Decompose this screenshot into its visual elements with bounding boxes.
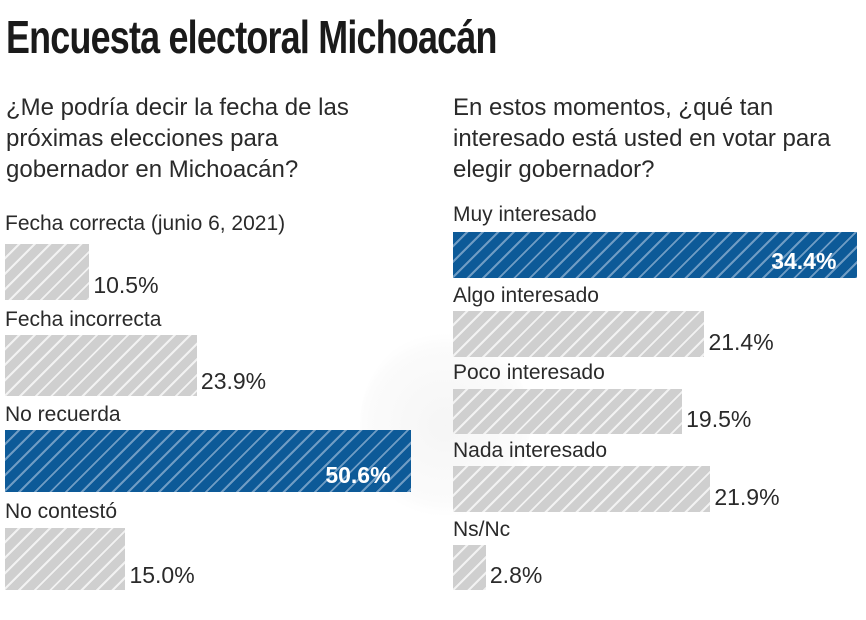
value-label: 2.8% bbox=[489, 562, 543, 588]
value-label: 21.4% bbox=[708, 329, 774, 355]
bar bbox=[453, 311, 705, 357]
left-question: ¿Me podría decir la fecha de las próxima… bbox=[6, 94, 349, 183]
category-label: Algo interesado bbox=[453, 284, 599, 307]
category-label: Fecha correcta (junio 6, 2021) bbox=[5, 212, 286, 235]
category-label: Ns/Nc bbox=[453, 518, 511, 541]
page-title: Encuesta electoral Michoacán bbox=[6, 11, 497, 63]
bar bbox=[5, 430, 412, 492]
bar bbox=[5, 335, 197, 396]
bar bbox=[453, 389, 683, 434]
right-question: En estos momentos, ¿qué tan interesado e… bbox=[453, 94, 831, 183]
category-label: Poco interesado bbox=[453, 361, 605, 384]
bar bbox=[5, 528, 126, 590]
bar bbox=[453, 545, 486, 590]
value-label: 50.6% bbox=[325, 462, 391, 488]
category-label: No recuerda bbox=[5, 403, 121, 426]
category-label: Nada interesado bbox=[453, 439, 608, 462]
value-label: 15.0% bbox=[129, 562, 195, 588]
category-label: Fecha incorrecta bbox=[5, 308, 162, 331]
value-label: 34.4% bbox=[771, 248, 837, 274]
value-label: 23.9% bbox=[200, 368, 267, 394]
bar bbox=[5, 244, 90, 300]
bar bbox=[453, 232, 858, 278]
value-label: 21.9% bbox=[714, 484, 780, 510]
value-label: 10.5% bbox=[93, 272, 159, 298]
category-label: Muy interesado bbox=[453, 203, 597, 226]
value-label: 19.5% bbox=[686, 406, 752, 432]
category-label: No contestó bbox=[5, 500, 118, 523]
bar bbox=[453, 466, 711, 512]
